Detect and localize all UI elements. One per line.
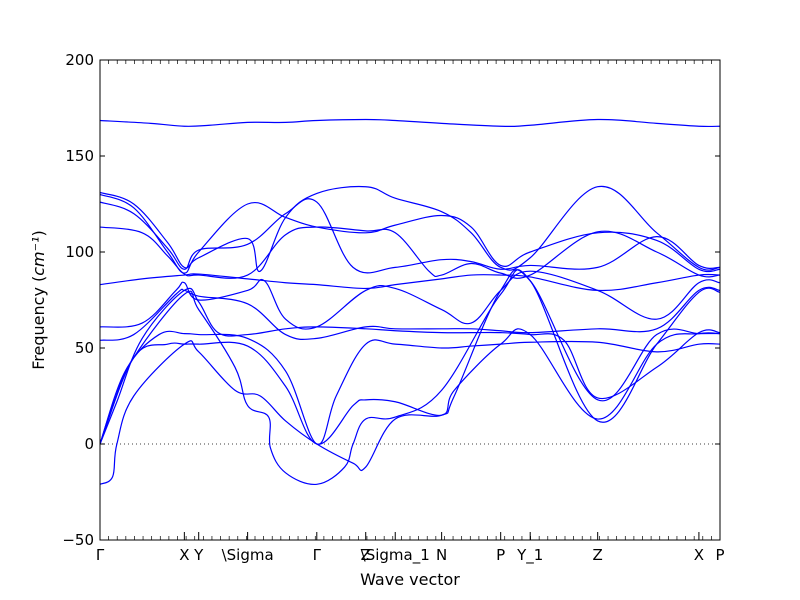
y-axis-label: Frequency (cm⁻¹): [29, 230, 48, 369]
x-tick-label: Z: [593, 546, 603, 564]
band-line-7: [99, 270, 721, 330]
y-tick-label: 200: [65, 51, 94, 69]
band-line-2: [99, 185, 721, 272]
x-tick-label: X: [179, 546, 189, 564]
band-line-11: [99, 328, 721, 445]
x-tick-label: \Sigma: [222, 546, 274, 564]
band-line-4: [99, 198, 721, 274]
y-tick-label: 150: [65, 147, 94, 165]
band-line-5: [99, 226, 721, 279]
y-tick-label: 0: [84, 435, 94, 453]
plot-frame: [99, 59, 721, 541]
y-axis-label-suffix: ): [29, 230, 48, 236]
y-axis-label-prefix: Frequency (: [29, 276, 48, 370]
x-tick-label: X: [694, 546, 704, 564]
x-tick-label: Γ: [313, 546, 322, 564]
x-tick-label: Y: [193, 546, 204, 564]
x-tick-label: N: [436, 546, 447, 564]
x-tick-label: Y_1: [516, 546, 543, 565]
x-axis-label: Wave vector: [360, 570, 460, 589]
x-tick-label: \Sigma_1: [361, 546, 430, 565]
x-tick-label: Z: [361, 546, 371, 564]
x-tick-label: Γ: [96, 546, 105, 564]
y-tick-label: 50: [75, 339, 94, 357]
band-line-13: [99, 269, 721, 485]
y-tick-label: −50: [62, 531, 94, 549]
y-axis-label-unit: cm⁻¹: [29, 237, 48, 276]
x-tick-label: P: [715, 546, 724, 564]
band-line-10: [99, 330, 721, 445]
y-tick-label: 100: [65, 243, 94, 261]
band-line-6: [99, 273, 721, 292]
band-line-1: [99, 118, 721, 128]
band-line-9: [99, 287, 721, 445]
band-lines: [99, 118, 721, 485]
band-line-12: [99, 269, 721, 485]
x-tick-label: P: [496, 546, 505, 564]
